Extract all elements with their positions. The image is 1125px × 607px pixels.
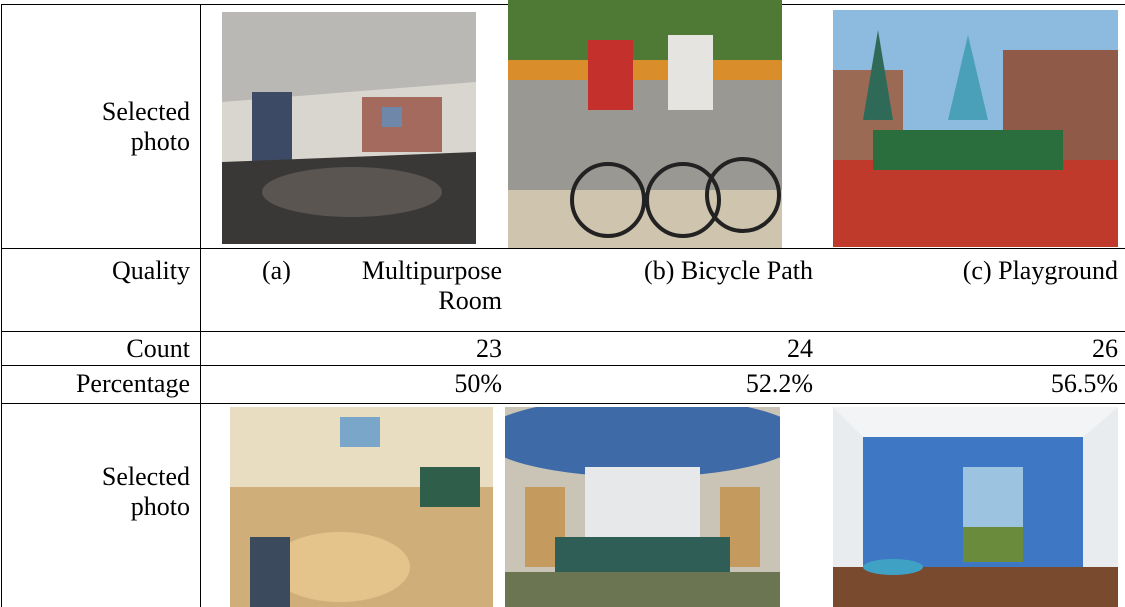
photo-reading-nook [833,407,1118,607]
row-label: Percentage [75,369,190,398]
caption: (b) Bicycle Path [644,256,813,285]
count: 26 [1092,334,1118,363]
border [1,365,1125,366]
photo-lounge [505,407,780,607]
border [1,403,1125,404]
percentage: 50% [454,369,502,398]
percentage: 52.2% [745,369,813,398]
percentage: 56.5% [1050,369,1118,398]
photo-classroom [230,407,493,607]
photo-bicycle-path [508,0,782,248]
photo-playground [833,10,1118,247]
row-label: Selected photo [101,97,190,156]
row-label: Selected photo [101,462,190,521]
row-label: Count [126,334,190,363]
photo-multipurpose-room [222,12,476,244]
count: 23 [476,334,502,363]
border [1,248,1125,249]
row-label: Quality [112,256,190,285]
count: 24 [787,334,813,363]
caption: (c) Playground [962,256,1118,285]
border [1,4,2,607]
border [200,4,201,607]
caption: (a) Multipurpose Room [262,256,502,315]
border [1,331,1125,332]
